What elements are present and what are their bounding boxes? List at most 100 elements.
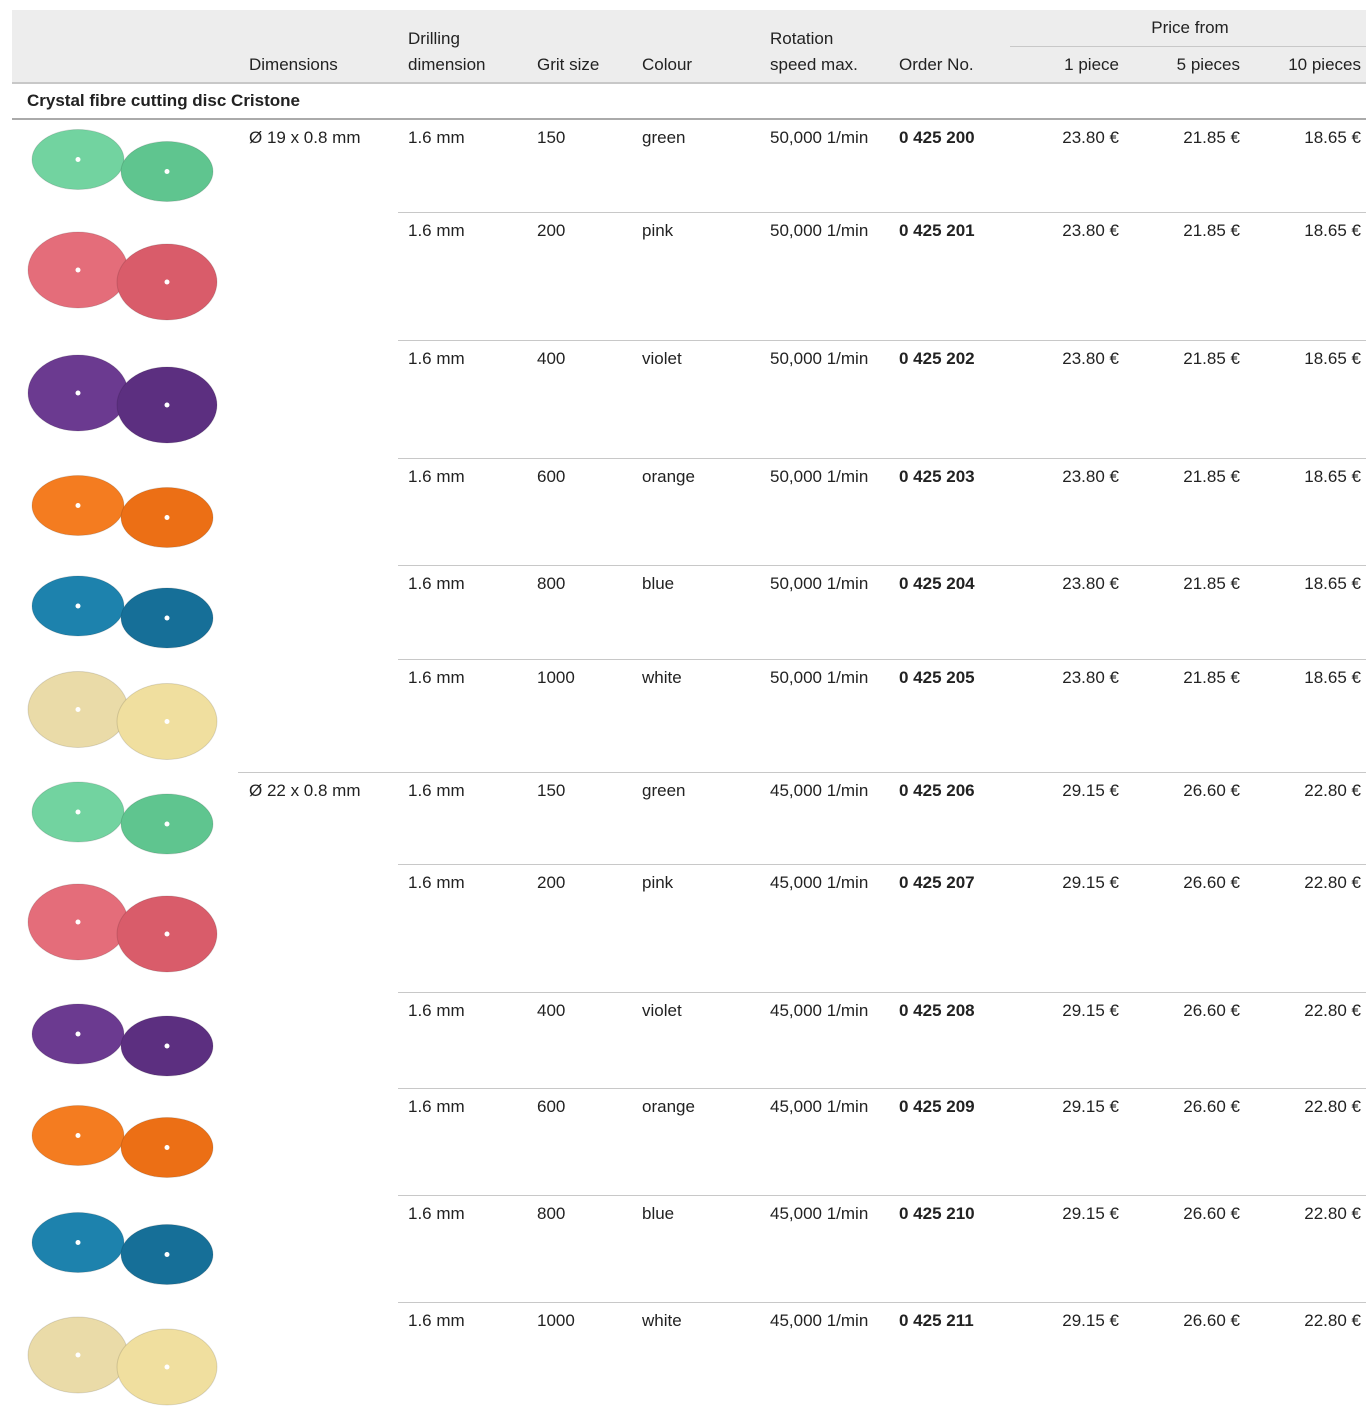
section-title: Crystal fibre cutting disc Cristone xyxy=(27,91,300,110)
cell: 400 xyxy=(537,1001,566,1020)
cell: 21.85 € xyxy=(1183,128,1240,147)
col-colour: Colour xyxy=(642,55,693,74)
cell: 800 xyxy=(537,1204,566,1223)
cell: 45,000 1/min xyxy=(770,1204,869,1223)
cell: 23.80 € xyxy=(1062,221,1119,240)
cell: 45,000 1/min xyxy=(770,873,869,892)
disc-hole xyxy=(75,603,81,609)
cell: 50,000 1/min xyxy=(770,221,869,240)
dimension: Ø 19 x 0.8 mm xyxy=(249,128,361,147)
row-rule xyxy=(398,659,1366,660)
disc-hole xyxy=(75,707,81,712)
row-rule xyxy=(398,212,1366,213)
cell: 0 425 207 xyxy=(899,873,975,892)
cell: 1.6 mm xyxy=(408,873,465,892)
cell: 21.85 € xyxy=(1183,349,1240,368)
col-dimensions: Dimensions xyxy=(249,55,338,74)
row-rule xyxy=(398,565,1366,566)
cell: 23.80 € xyxy=(1062,128,1119,147)
col-qty: 1 piece xyxy=(1064,55,1119,74)
cell: 18.65 € xyxy=(1304,221,1361,240)
cell: 50,000 1/min xyxy=(770,467,869,486)
col-rotation: Rotation speed max. xyxy=(770,29,858,74)
cell: white xyxy=(642,668,682,687)
disc-hole xyxy=(164,402,170,408)
disc-hole xyxy=(164,279,170,285)
product-image xyxy=(31,1212,214,1285)
cell: 23.80 € xyxy=(1062,668,1119,687)
cell: 18.65 € xyxy=(1304,574,1361,593)
row-rule xyxy=(398,1088,1366,1089)
cell: 18.65 € xyxy=(1304,128,1361,147)
cell: 50,000 1/min xyxy=(770,668,869,687)
cell: 1.6 mm xyxy=(408,1311,465,1330)
product-image xyxy=(27,231,218,321)
cell: 18.65 € xyxy=(1304,349,1361,368)
cell: 45,000 1/min xyxy=(770,1097,869,1116)
cell: 29.15 € xyxy=(1062,1001,1119,1020)
product-image xyxy=(31,781,214,855)
cell: 50,000 1/min xyxy=(770,128,869,147)
cell: 0 425 211 xyxy=(899,1311,974,1330)
disc-hole xyxy=(75,1031,81,1037)
cell: blue xyxy=(642,1204,675,1223)
disc-hole xyxy=(75,919,81,925)
cell: 22.80 € xyxy=(1304,873,1361,892)
price-rule xyxy=(1010,46,1366,47)
product-image xyxy=(31,129,214,202)
cell: 26.60 € xyxy=(1183,873,1240,892)
disc-hole xyxy=(75,503,81,508)
cell: 0 425 204 xyxy=(899,574,975,593)
cell: 1.6 mm xyxy=(408,128,465,147)
cell: 200 xyxy=(537,221,566,240)
col-order: Order No. xyxy=(899,55,974,74)
cell: violet xyxy=(642,349,682,368)
cell: 0 425 209 xyxy=(899,1097,975,1116)
cell: 1.6 mm xyxy=(408,781,465,800)
disc-hole xyxy=(75,1352,81,1358)
cell: 200 xyxy=(537,873,566,892)
cell: 22.80 € xyxy=(1304,1204,1361,1223)
row-rule xyxy=(398,340,1366,341)
col-qty: 10 pieces xyxy=(1288,55,1361,74)
col-price-from: Price from xyxy=(1151,18,1229,37)
cell: 0 425 210 xyxy=(899,1204,975,1223)
cell: pink xyxy=(642,221,674,240)
cell: 150 xyxy=(537,128,566,147)
cell: 22.80 € xyxy=(1304,1311,1361,1330)
cell: 18.65 € xyxy=(1304,467,1361,486)
disc-hole xyxy=(164,719,170,724)
disc-hole xyxy=(75,1240,81,1245)
cell: 45,000 1/min xyxy=(770,1311,869,1330)
section-rule xyxy=(12,118,1366,120)
disc-hole xyxy=(164,615,170,621)
cell: 0 425 206 xyxy=(899,781,975,800)
disc-hole xyxy=(164,1364,170,1370)
cell: 26.60 € xyxy=(1183,781,1240,800)
product-image xyxy=(31,1003,214,1077)
row-rule xyxy=(398,1195,1366,1196)
cell: 1000 xyxy=(537,1311,575,1330)
col-grit: Grit size xyxy=(537,55,600,74)
cell: 29.15 € xyxy=(1062,1311,1119,1330)
cell: 26.60 € xyxy=(1183,1097,1240,1116)
cell: green xyxy=(642,128,686,147)
product-image xyxy=(27,1316,218,1406)
product-image xyxy=(31,1105,214,1178)
cell: 26.60 € xyxy=(1183,1001,1240,1020)
cell: violet xyxy=(642,1001,682,1020)
cell: 600 xyxy=(537,1097,566,1116)
disc-hole xyxy=(164,169,170,174)
cell: 21.85 € xyxy=(1183,668,1240,687)
cell: 1.6 mm xyxy=(408,1204,465,1223)
row-rule xyxy=(398,458,1366,459)
cell: 1.6 mm xyxy=(408,574,465,593)
disc-hole xyxy=(75,390,81,396)
disc-hole xyxy=(164,1043,170,1049)
cell: 45,000 1/min xyxy=(770,781,869,800)
cell: 23.80 € xyxy=(1062,574,1119,593)
cell: 29.15 € xyxy=(1062,873,1119,892)
cell: 29.15 € xyxy=(1062,781,1119,800)
cell: 0 425 208 xyxy=(899,1001,975,1020)
disc-hole xyxy=(75,157,81,162)
